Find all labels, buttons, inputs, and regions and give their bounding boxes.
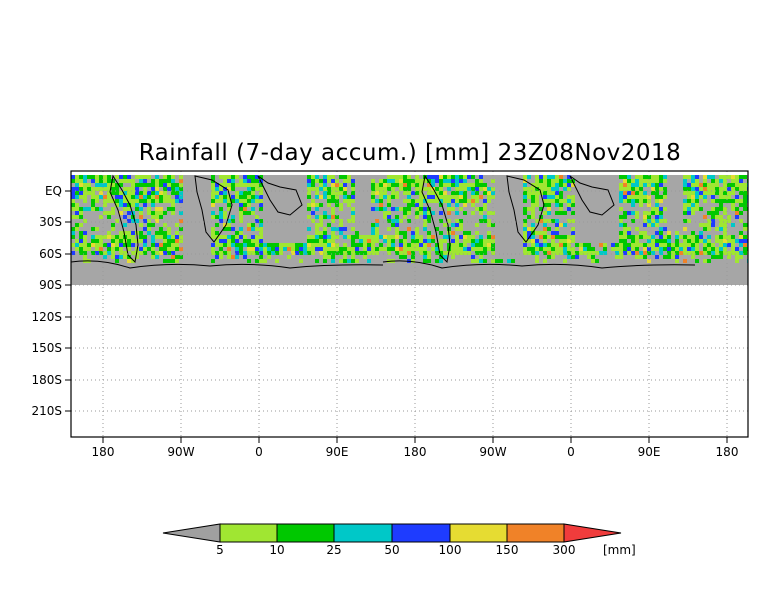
y-tick-label: EQ [45,184,62,198]
colorbar-tick-label: 150 [496,543,519,557]
y-axis: EQ 30S 60S 90S 120S 150S 180S 210S [31,184,71,418]
x-tick-label: 90W [167,445,194,459]
colorbar-segment [333,523,393,543]
colorbar-tick-label: 50 [384,543,399,557]
x-tick-label: 90E [638,445,661,459]
y-tick-label: 120S [31,310,62,324]
map-title: Rainfall (7-day accum.) [mm] 23Z08Nov201… [138,140,682,166]
x-tick-label: 180 [92,445,115,459]
x-tick-label: 90E [326,445,349,459]
coastline [421,174,451,264]
x-axis: 180 90W 0 90E 180 90W 0 90E 180 [92,437,739,459]
x-tick-label: 0 [567,445,575,459]
y-tick-label: 210S [31,404,62,418]
colorbar-tick-label: 100 [439,543,462,557]
plot-frame [70,170,749,438]
grid-lines [71,171,748,437]
colorbar-segment [219,523,278,543]
coastline [71,260,384,269]
colorbar-tick-label: 300 [553,543,576,557]
x-tick-label: 90W [479,445,506,459]
colorbar-upper-arrow [563,523,622,543]
y-tick-label: 180S [31,373,62,387]
y-tick-label: 60S [39,247,62,261]
y-tick-label: 30S [39,215,62,229]
coastlines [71,174,696,269]
colorbar-tick-label: 5 [216,543,224,557]
coastline [109,174,139,264]
coastline [257,175,303,216]
colorbar-segment [391,523,451,543]
colorbar-segment [506,523,565,543]
colorbar-segment [276,523,335,543]
coastline [569,175,615,216]
colorbar-segment [449,523,508,543]
coastline [194,175,233,243]
x-tick-label: 180 [716,445,739,459]
x-tick-label: 180 [404,445,427,459]
colorbar-unit: [mm] [603,543,636,557]
colorbar-lower-arrow [162,523,221,543]
y-tick-label: 90S [39,278,62,292]
x-tick-label: 0 [255,445,263,459]
coastline [382,260,696,269]
rainfall-field [71,175,748,285]
colorbar-tick-label: 10 [269,543,284,557]
colorbar: 5 10 25 50 100 150 300 [mm] [162,523,636,557]
coastline [506,175,545,243]
y-tick-label: 150S [31,341,62,355]
colorbar-tick-label: 25 [326,543,341,557]
